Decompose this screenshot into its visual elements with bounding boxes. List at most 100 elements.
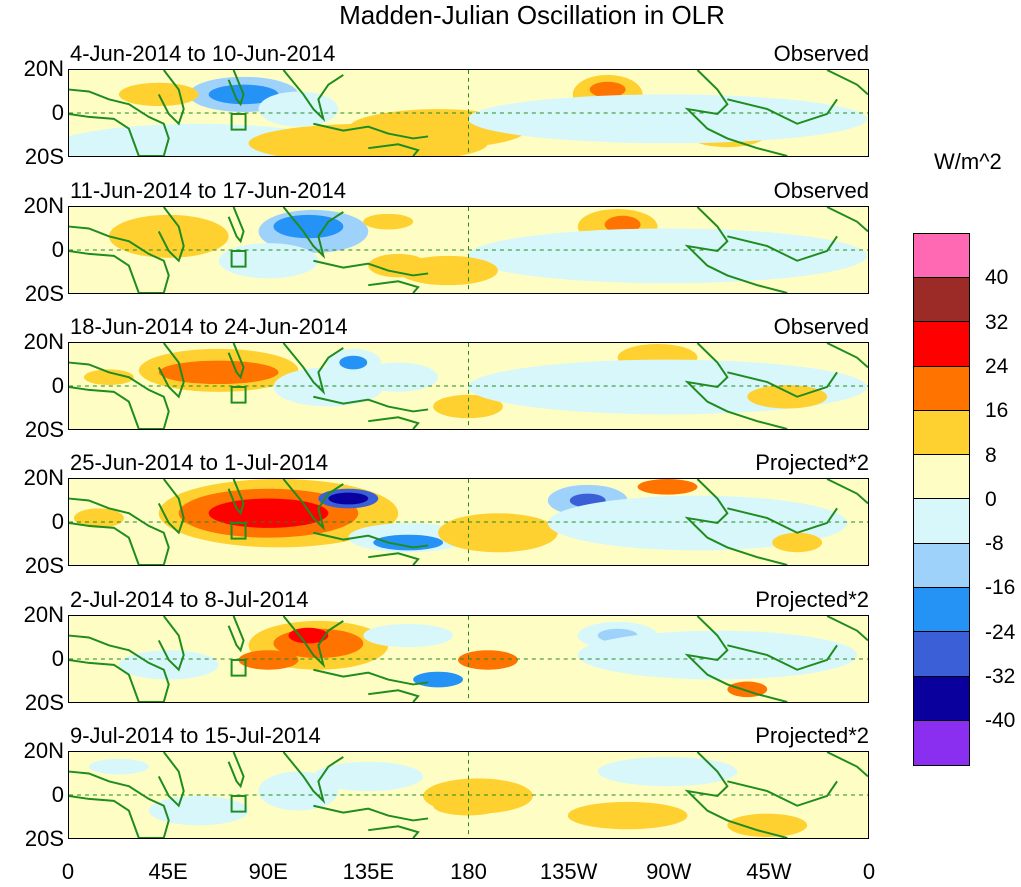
- coastline: [157, 207, 185, 263]
- coastline: [282, 207, 344, 260]
- latitude-tick-label: 0: [51, 646, 64, 671]
- anomaly-contour: [118, 82, 199, 107]
- coastline: [684, 616, 788, 702]
- colorbar-tick-label: -24: [985, 620, 1016, 644]
- coastline: [826, 207, 868, 233]
- anomaly-contour: [118, 650, 219, 680]
- coastline: [368, 280, 420, 293]
- panel-type-label: Projected*2: [755, 723, 869, 748]
- coastline: [727, 235, 838, 262]
- colorbar-swatch: [913, 498, 970, 545]
- anomaly-contour: [238, 650, 299, 670]
- anomaly-contour: [468, 94, 868, 144]
- latitude-tick-label: 0: [51, 509, 64, 534]
- anomaly-contour: [258, 771, 339, 811]
- coastline: [157, 343, 185, 399]
- coastline: [727, 98, 838, 125]
- latitude-tick-label: 20N: [23, 738, 64, 763]
- anomaly-contour: [577, 630, 858, 680]
- latitude-tick-label: 20S: [24, 553, 64, 578]
- coastline: [69, 88, 170, 156]
- reference-box: [230, 386, 247, 404]
- latitude-tick-label: 20N: [23, 465, 64, 490]
- coastline: [368, 416, 420, 429]
- colorbar-tick-label: 24: [985, 354, 1009, 378]
- colorbar-tick-label: -32: [985, 665, 1016, 688]
- latitude-tick-label: 20S: [24, 690, 64, 715]
- panel-date-range: 11-Jun-2014 to 17-Jun-2014: [70, 178, 347, 203]
- coastline: [826, 616, 868, 642]
- olr-anomaly-map: [68, 342, 869, 430]
- longitude-tick-label: 45E: [148, 859, 188, 884]
- coastline: [368, 552, 420, 565]
- coastline: [282, 479, 344, 532]
- anomaly-contour: [273, 367, 384, 407]
- latitude-tick-label: 0: [51, 373, 64, 398]
- panel-type-label: Projected*2: [755, 450, 869, 475]
- colorbar-tick-label: 16: [985, 399, 1009, 423]
- colorbar-units: W/m^2: [934, 149, 1002, 174]
- panel-date-range: 18-Jun-2014 to 24-Jun-2014: [70, 314, 348, 339]
- coastline: [826, 479, 868, 505]
- coastline: [313, 531, 429, 549]
- anomaly-contour: [273, 214, 344, 239]
- coastline: [826, 70, 868, 96]
- olr-anomaly-map: [68, 69, 869, 157]
- colorbar-swatch: [913, 409, 970, 456]
- panel-date-range: 2-Jul-2014 to 8-Jul-2014: [70, 587, 309, 612]
- colorbar-tick-label: -40: [985, 709, 1016, 733]
- anomaly-contour: [413, 671, 464, 688]
- coastline: [313, 259, 429, 277]
- olr-anomaly-map: [68, 615, 869, 703]
- anomaly-contour: [398, 255, 498, 286]
- anomaly-contour: [339, 355, 368, 370]
- anomaly-contour: [88, 758, 149, 775]
- anomaly-contour: [158, 360, 279, 385]
- colorbar-tick-label: 8: [985, 443, 997, 467]
- anomaly-contour: [288, 627, 329, 644]
- coastline: [727, 507, 838, 534]
- coastline: [69, 770, 170, 838]
- coastline: [368, 143, 420, 156]
- colorbar-swatch: [913, 365, 970, 412]
- longitude-tick-label: 0: [862, 859, 876, 884]
- coastline: [227, 616, 245, 653]
- coastline: [69, 225, 170, 293]
- coastline: [313, 668, 429, 686]
- coastline: [368, 825, 420, 838]
- panel-type-label: Projected*2: [755, 587, 869, 612]
- latitude-tick-label: 20S: [24, 281, 64, 306]
- coastline: [282, 752, 344, 805]
- anomaly-contour: [433, 795, 503, 816]
- longitude-tick-label: 180: [450, 859, 487, 884]
- coastline: [684, 70, 788, 156]
- anomaly-contour: [589, 81, 626, 98]
- coastline: [157, 752, 185, 808]
- anomaly-contour: [458, 650, 518, 670]
- colorbar-tick-label: 0: [985, 487, 997, 511]
- colorbar-tick-label: -8: [985, 532, 1004, 556]
- coastline: [157, 479, 185, 535]
- coastline: [282, 616, 344, 669]
- colorbar-swatch: [913, 675, 970, 722]
- coastline: [227, 70, 245, 107]
- anomaly-contour: [73, 508, 124, 528]
- coastline: [727, 371, 838, 398]
- coastline: [227, 343, 245, 380]
- anomaly-contour: [358, 118, 459, 139]
- colorbar: [913, 232, 970, 766]
- panel-type-label: Observed: [773, 314, 869, 339]
- colorbar-tick-label: 40: [985, 266, 1009, 290]
- coastline: [684, 343, 788, 429]
- coastline: [313, 122, 429, 140]
- anomaly-contour: [597, 756, 738, 787]
- colorbar-swatch: [913, 277, 970, 323]
- reference-box: [230, 250, 247, 268]
- latitude-tick-label: 20N: [23, 329, 64, 354]
- latitude-tick-label: 20N: [23, 56, 64, 81]
- reference-box: [230, 659, 247, 677]
- anomaly-contour: [218, 243, 319, 279]
- coastline: [282, 70, 344, 123]
- anomaly-contour: [468, 228, 868, 284]
- colorbar-swatch: [913, 321, 970, 367]
